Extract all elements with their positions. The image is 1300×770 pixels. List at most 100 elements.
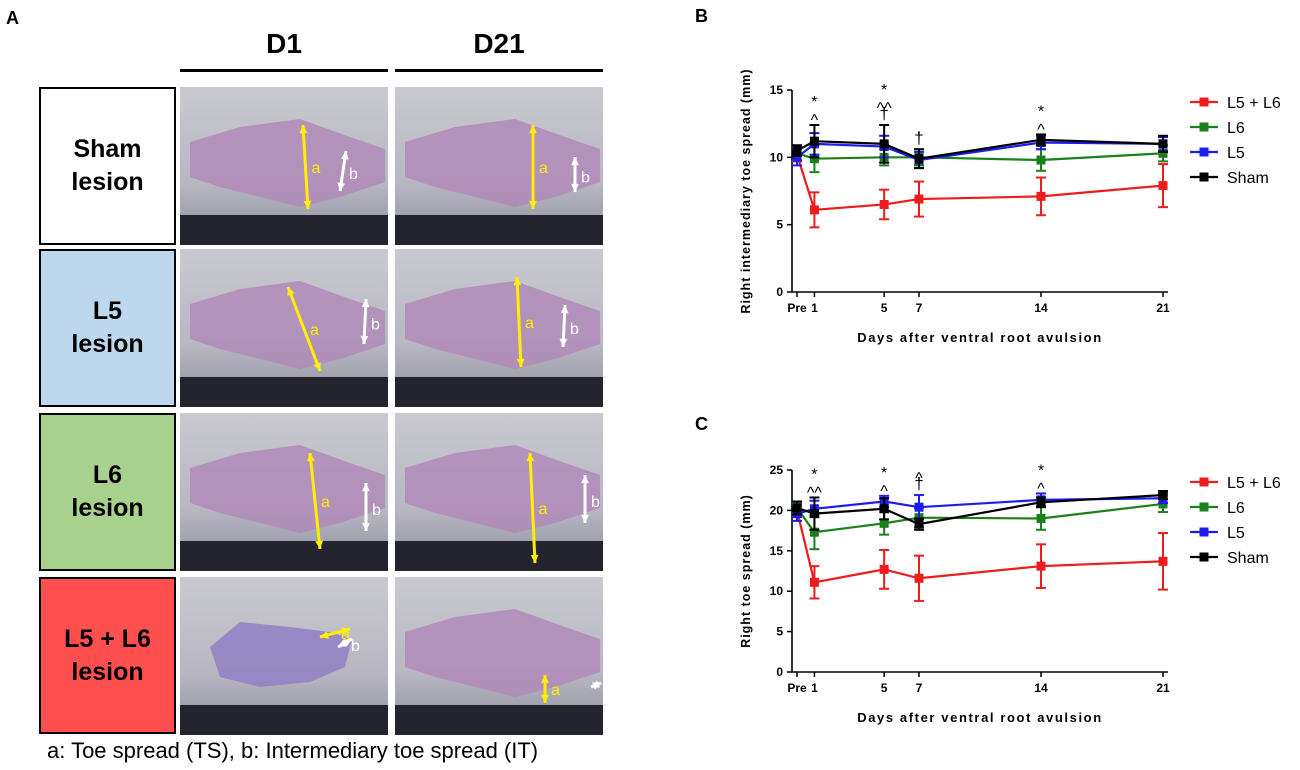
row-label-line2: lesion: [71, 168, 144, 196]
intermediary-toe-spread-arrow-head: [340, 151, 349, 160]
intermediary-toe-spread-arrow-head: [571, 157, 579, 166]
photo-floor: [395, 377, 603, 407]
chart-b-y-tick-label: 15: [770, 83, 784, 97]
toe-spread-arrow-head: [306, 453, 315, 462]
chart-b-y-tick-label: 0: [776, 285, 783, 299]
photo-floor: [180, 705, 388, 735]
chart-b-series-l5l6-line: [795, 154, 1164, 212]
chart-c-series-l5l6-point: [914, 573, 924, 583]
chart-c-series-l5l6-point: [1036, 561, 1046, 571]
chart-b-legend-l5-marker: [1199, 147, 1209, 157]
arrow-label-b: b: [602, 680, 603, 697]
row-label-line1: L5: [92, 297, 123, 325]
chart-b-series-l6-line: [796, 152, 1164, 162]
chart-b-y-tick-label: 5: [776, 218, 783, 232]
chart-c-y-tick-label: 10: [770, 584, 784, 598]
intermediary-toe-spread-arrow-head: [337, 182, 346, 191]
toe-spread-arrow-head: [526, 453, 535, 462]
intermediary-toe-spread-arrow-head: [362, 483, 370, 492]
toe-spread-arrow-head: [313, 362, 321, 371]
arrow-label-a: a: [341, 626, 350, 643]
toe-spread-arrow-line: [515, 276, 523, 368]
chart-c-x-tick-label: 14: [1034, 681, 1048, 695]
chart-b-x-tick-label: 5: [881, 301, 888, 315]
chart-b-significance-mark: †: [879, 104, 888, 123]
column-rule-d1: [180, 69, 388, 72]
chart-b-series-sham-point: [792, 146, 802, 156]
chart-c-legend-l6-label: L6: [1227, 500, 1245, 517]
chart-c-x-tick-label: 7: [916, 681, 923, 695]
intermediary-toe-spread-arrow-head: [581, 475, 589, 484]
chart-b-series-l5l6-point: [1158, 181, 1168, 191]
paw-shape: [405, 119, 600, 207]
chart-c-legend-sham-label: Sham: [1227, 550, 1269, 567]
photo-floor: [395, 705, 603, 735]
chart-c-legend-l5l6-label: L5 + L6: [1227, 475, 1281, 492]
row-label-l5: L5 lesion: [39, 249, 176, 407]
chart-c-legend-sham-marker: [1199, 552, 1209, 562]
chart-b-legend-sham-label: Sham: [1227, 170, 1269, 187]
chart-b-x-tick-label: 14: [1034, 301, 1048, 315]
toe-spread-arrow-head: [315, 540, 324, 549]
row-label-line1: L5 + L6: [64, 624, 151, 653]
toe-spread-arrow-head: [516, 358, 525, 367]
chart-c-x-axis-label: Days after ventral root avulsion: [857, 710, 1103, 725]
row-label-sham: Sham lesion: [39, 87, 176, 245]
arrow-label-b: b: [349, 166, 358, 183]
intermediary-toe-spread-arrow-head: [560, 305, 569, 314]
arrow-label-b: b: [581, 170, 590, 187]
arrow-label-b: b: [351, 638, 360, 655]
toe-spread-arrow-head: [299, 125, 308, 134]
toe-spread-arrow-line: [286, 286, 322, 372]
chart-b-series-l5l6-point: [1036, 191, 1046, 201]
chart-c-series-l5l6-point: [879, 564, 889, 574]
chart-b-x-tick-label: 1: [811, 301, 818, 315]
chart-c-y-axis-label: Right toe spread (mm): [739, 494, 753, 648]
panel-c-letter: C: [695, 414, 708, 434]
intermediary-toe-spread-arrow-head: [362, 522, 370, 531]
chart-b-series-l5l6-point: [879, 199, 889, 209]
chart-b-y-tick-label: 10: [770, 150, 784, 164]
paw-shape: [405, 281, 600, 369]
toe-spread-arrow-head: [287, 287, 295, 296]
chart-b-legend-l6-label: L6: [1227, 120, 1245, 137]
chart-c-x-tick-label: 21: [1156, 681, 1170, 695]
row-label-line2: lesion: [71, 494, 144, 522]
chart-b-x-axis-label: Days after ventral root avulsion: [857, 330, 1103, 345]
chart-b-series-l6-point: [1158, 148, 1168, 158]
column-rule-d21: [395, 69, 603, 72]
intermediary-toe-spread-arrow-head: [591, 680, 600, 688]
arrow-label-b: b: [371, 317, 380, 334]
toe-spread-arrow-head: [529, 125, 537, 134]
row-label-line1: Sham: [73, 135, 142, 163]
chart-b-series-l6-point: [1036, 155, 1046, 165]
arrow-label-a: a: [539, 160, 548, 177]
photo-floor: [395, 541, 603, 571]
chart-b-x-tick-label: 7: [916, 301, 923, 315]
toe-spread-arrow-line: [528, 452, 537, 564]
chart-c-legend-l5-marker: [1199, 527, 1209, 537]
paw-shape: [405, 445, 600, 533]
arrow-label-a: a: [525, 315, 534, 332]
chart-c-y-tick-label: 20: [770, 503, 784, 517]
chart-b-series-l5l6-point: [809, 205, 819, 215]
row-label-line2: lesion: [71, 330, 144, 358]
chart-b-significance-mark: †: [914, 128, 923, 147]
chart-b-series-sham-point: [879, 139, 889, 149]
chart-c-significance-mark: ^: [880, 483, 888, 500]
intermediary-toe-spread-arrow-head: [343, 639, 352, 647]
paw-shape: [405, 609, 600, 697]
chart-b-legend-l5-label: L5: [1227, 145, 1245, 162]
paw-shape: [190, 281, 385, 369]
chart-b-series-l6-point: [809, 154, 819, 164]
chart-b-legend-sham-marker: [1199, 172, 1209, 182]
panel-a-letter: A: [6, 8, 19, 28]
chart-c-series-l6-point: [879, 518, 889, 528]
row-label-line1: L6: [92, 461, 123, 489]
paw-shape: [190, 119, 385, 207]
chart-b-legend-l6-marker: [1199, 122, 1209, 132]
panel-b-letter: B: [695, 6, 708, 26]
toe-spread-arrow-head: [513, 277, 522, 286]
arrow-label-a: a: [312, 160, 321, 177]
chart-c-series-l5l6-line: [795, 510, 1164, 584]
